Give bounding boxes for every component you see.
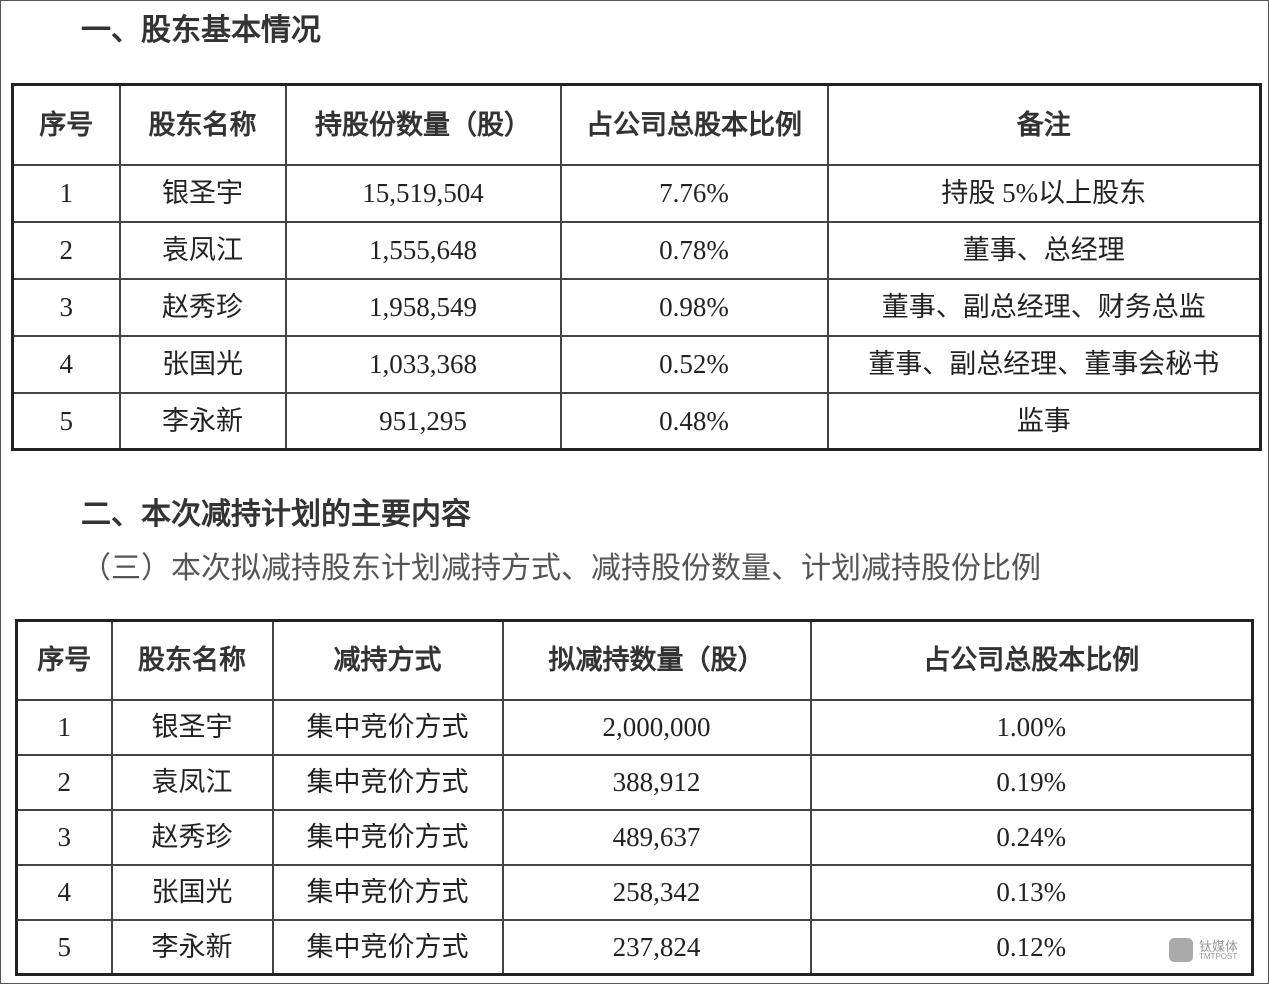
table-cell: 2,000,000 — [501, 698, 812, 756]
table-cell: 1 — [15, 698, 113, 756]
table-row: 3 赵秀珍 1,958,549 0.98% 董事、副总经理、财务总监 — [11, 277, 1262, 337]
table-cell: 集中竞价方式 — [271, 698, 504, 756]
section-subtitle: （三）本次拟减持股东计划减持方式、减持股份数量、计划减持股份比例 — [81, 552, 1041, 585]
table-cell: 1,555,648 — [284, 220, 562, 280]
header-row: 序号 股东名称 持股份数量（股） 占公司总股本比例 备注 — [11, 83, 1262, 166]
table-cell: 4 — [15, 863, 113, 921]
table-cell: 董事、总经理 — [826, 220, 1262, 280]
table-cell: 张国光 — [110, 863, 274, 921]
table-cell: 袁凤江 — [118, 220, 287, 280]
table-cell: 集中竞价方式 — [271, 863, 504, 921]
table-cell: 监事 — [826, 391, 1262, 451]
table-cell: 集中竞价方式 — [271, 918, 504, 976]
table-cell: 袁凤江 — [110, 753, 274, 811]
table-cell: 持股 5%以上股东 — [826, 163, 1262, 223]
header-cell: 持股份数量（股） — [284, 83, 562, 166]
table-cell: 银圣宇 — [118, 163, 287, 223]
table-cell: 0.78% — [559, 220, 829, 280]
table-cell: 董事、副总经理、财务总监 — [826, 277, 1262, 337]
table-cell: 0.52% — [559, 334, 829, 394]
watermark: 钛媒体 TMTPOST — [1169, 936, 1241, 966]
table-cell: 0.19% — [809, 753, 1254, 811]
table-cell: 集中竞价方式 — [271, 753, 504, 811]
table: 序号 股东名称 持股份数量（股） 占公司总股本比例 备注 1 银圣宇 15,519,504 7.… — [11, 83, 1262, 451]
table-cell: 4 — [11, 334, 121, 394]
watermark-text: 钛媒体 — [1199, 939, 1239, 954]
table-cell: 5 — [11, 391, 121, 451]
table-cell: 15,519,504 — [284, 163, 562, 223]
header-row: 序号 股东名称 减持方式 拟减持数量（股） 占公司总股本比例 — [15, 619, 1254, 701]
table-cell: 3 — [11, 277, 121, 337]
header-cell: 序号 — [11, 83, 121, 166]
table-row: 3 赵秀珍 集中竞价方式 489,637 0.24% — [15, 808, 1254, 866]
header-cell: 序号 — [15, 619, 113, 701]
table-row: 1 银圣宇 集中竞价方式 2,000,000 1.00% — [15, 698, 1254, 756]
table-cell: 489,637 — [501, 808, 812, 866]
table-cell: 集中竞价方式 — [271, 808, 504, 866]
table-cell: 7.76% — [559, 163, 829, 223]
header-cell: 占公司总股本比例 — [809, 619, 1254, 701]
header-cell: 股东名称 — [110, 619, 274, 701]
header-cell: 股东名称 — [118, 83, 287, 166]
table-cell: 1.00% — [809, 698, 1254, 756]
table-cell: 董事、副总经理、董事会秘书 — [826, 334, 1262, 394]
table-cell: 李永新 — [118, 391, 287, 451]
table-cell: 李永新 — [110, 918, 274, 976]
table-cell: 银圣宇 — [110, 698, 274, 756]
table-cell: 2 — [15, 753, 113, 811]
table-row: 5 李永新 951,295 0.48% 监事 — [11, 391, 1262, 451]
table-cell: 赵秀珍 — [118, 277, 287, 337]
table-cell: 5 — [15, 918, 113, 976]
table-cell: 张国光 — [118, 334, 287, 394]
table-row: 1 银圣宇 15,519,504 7.76% 持股 5%以上股东 — [11, 163, 1262, 223]
table-cell: 3 — [15, 808, 113, 866]
header-cell: 占公司总股本比例 — [559, 83, 829, 166]
watermark-icon — [1169, 938, 1193, 962]
header-cell: 拟减持数量（股） — [501, 619, 812, 701]
table-cell: 2 — [11, 220, 121, 280]
table-cell: 0.98% — [559, 277, 829, 337]
table-row: 4 张国光 1,033,368 0.52% 董事、副总经理、董事会秘书 — [11, 334, 1262, 394]
watermark-subtext: TMTPOST — [1199, 952, 1238, 961]
table-cell: 赵秀珍 — [110, 808, 274, 866]
table-row: 5 李永新 集中竞价方式 237,824 0.12% — [15, 918, 1254, 976]
section-title: 一、股东基本情况 — [81, 14, 321, 47]
header-cell: 备注 — [826, 83, 1262, 166]
table: 序号 股东名称 减持方式 拟减持数量（股） 占公司总股本比例 1 银圣宇 集中竞价方式 2,00… — [15, 619, 1254, 976]
table-cell: 0.48% — [559, 391, 829, 451]
table-cell: 388,912 — [501, 753, 812, 811]
table-cell: 1 — [11, 163, 121, 223]
table-cell: 258,342 — [501, 863, 812, 921]
table-cell: 0.13% — [809, 863, 1254, 921]
table-row: 2 袁凤江 1,555,648 0.78% 董事、总经理 — [11, 220, 1262, 280]
table-cell: 237,824 — [501, 918, 812, 976]
table-cell: 0.24% — [809, 808, 1254, 866]
table-cell: 1,033,368 — [284, 334, 562, 394]
table-cell: 1,958,549 — [284, 277, 562, 337]
table-row: 2 袁凤江 集中竞价方式 388,912 0.19% — [15, 753, 1254, 811]
table-row: 4 张国光 集中竞价方式 258,342 0.13% — [15, 863, 1254, 921]
header-cell: 减持方式 — [271, 619, 504, 701]
table-cell: 951,295 — [284, 391, 562, 451]
section-title: 二、本次减持计划的主要内容 — [81, 498, 471, 531]
